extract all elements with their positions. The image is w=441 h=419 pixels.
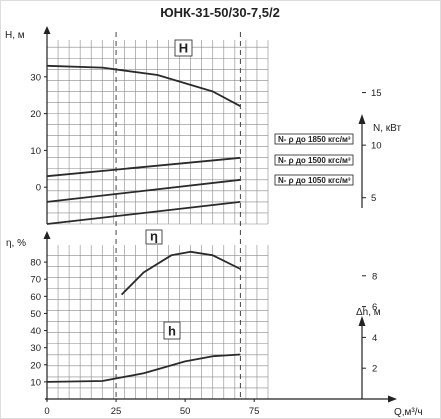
head-curve	[46, 64, 241, 107]
head-curve-label: H	[179, 41, 188, 56]
chart-title: ЮНК-31-50/30-7,5/2	[160, 5, 280, 20]
npsh-curve-label: h	[168, 324, 176, 339]
top-y-tick-label: 0	[36, 183, 41, 194]
bottom-y-tick-label: 30	[30, 343, 41, 354]
x-tick-label: 75	[249, 406, 260, 417]
top-left-axis-arrow	[43, 26, 51, 34]
npsh-curve-label-box	[163, 321, 181, 340]
bottom-y2-axis-label: Δh, м	[356, 307, 381, 318]
bottom-y2-tick-label: 6	[372, 302, 377, 313]
x-tick-label: 50	[180, 406, 191, 417]
power-label-1500: N- ρ до 1500 кгс/м³	[278, 156, 351, 165]
x-axis-arrow	[388, 395, 397, 403]
top-y-tick-label: 10	[30, 146, 41, 157]
bottom-y-tick-label: 50	[30, 309, 41, 320]
power-line-1500	[46, 178, 241, 203]
bottom-y-tick-label: 10	[30, 377, 41, 388]
bottom-y2-tick-label: 4	[372, 333, 377, 344]
top-right-axis-arrow	[358, 114, 366, 124]
power-label-1850: N- ρ до 1850 кгс/м³	[278, 135, 351, 144]
efficiency-curve-label-box	[145, 229, 163, 245]
power-line-1850	[46, 156, 241, 178]
npsh-curve	[46, 353, 241, 383]
top-y2-tick-label: 15	[371, 88, 382, 99]
power-label-1500-box	[274, 154, 354, 166]
x-tick-label: 0	[44, 406, 49, 417]
bottom-left-axis-arrow	[43, 231, 51, 239]
bottom-y-tick-label: 20	[30, 360, 41, 371]
bottom-y-tick-label: 40	[30, 326, 41, 337]
x-tick-label: 25	[111, 406, 122, 417]
bottom-y-tick-label: 70	[30, 275, 41, 286]
x-axis-label: Q,м³/ч	[394, 407, 423, 418]
top-y-tick-label: 30	[30, 72, 41, 83]
bottom-y-tick-label: 60	[30, 292, 41, 303]
efficiency-curve	[120, 250, 241, 296]
bottom-y-axis-label: η, %	[6, 238, 26, 249]
power-line-1050	[46, 201, 241, 225]
efficiency-curve-label: η	[150, 229, 158, 244]
head-curve-label-box	[174, 39, 193, 57]
top-y-tick-label: 20	[30, 109, 41, 120]
top-y2-tick-label: 10	[371, 141, 382, 152]
bottom-right-axis-arrow	[358, 316, 366, 326]
top-y2-tick-label: 5	[371, 193, 376, 204]
bottom-y-tick-label: 80	[30, 258, 41, 269]
power-label-1050-box	[274, 174, 354, 186]
bottom-y2-tick-label: 2	[372, 364, 377, 375]
power-label-1050: N- ρ до 1050 кгс/м³	[278, 176, 351, 185]
power-label-1850-box	[274, 133, 354, 145]
bottom-y2-tick-label: 8	[372, 271, 377, 282]
top-y-axis-label: H, м	[5, 30, 25, 41]
top-y2-axis-label: N, кВт	[373, 123, 401, 134]
